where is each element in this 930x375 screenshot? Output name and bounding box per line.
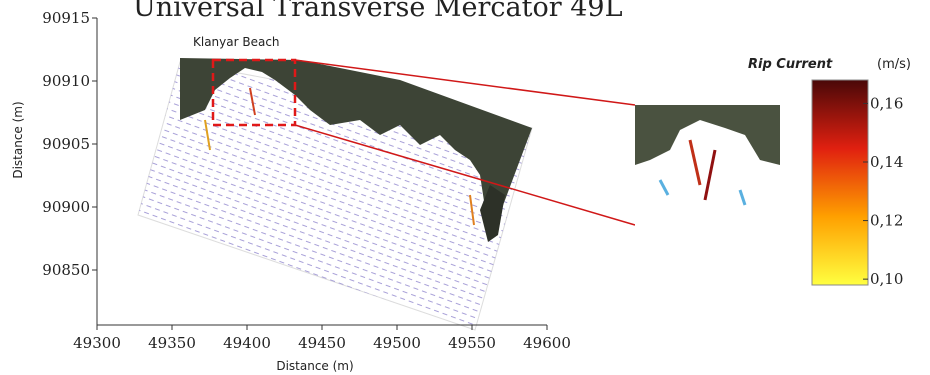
figure: Universal Transverse Mercator 49L Klanya…	[0, 0, 930, 375]
y-tick-label: 90850	[42, 261, 90, 279]
title: Universal Transverse Mercator 49L	[133, 0, 623, 23]
map	[138, 58, 780, 330]
colorbar	[812, 80, 868, 285]
colorbar-title: Rip Current	[748, 57, 833, 72]
y-tick-label: 90910	[42, 72, 90, 90]
y-tick-label: 90900	[42, 198, 90, 216]
x-tick-label: 49550	[448, 334, 496, 352]
annotation: Klanyar Beach	[193, 35, 280, 49]
x-tick-label: 49450	[298, 334, 346, 352]
x-tick-label: 49400	[223, 334, 271, 352]
x-tick-label: 49350	[148, 334, 196, 352]
colorbar-tick-label: 0,10	[870, 270, 903, 288]
colorbar-tick-label: 0,14	[870, 153, 903, 171]
y-axis-label: Distance (m)	[11, 101, 25, 178]
y-tick-label: 90915	[42, 9, 90, 27]
colorbar-tick-label: 0,16	[870, 94, 903, 112]
y-tick-label: 90905	[42, 135, 90, 153]
x-tick-label: 49600	[523, 334, 571, 352]
x-axis-label: Distance (m)	[276, 359, 353, 373]
x-tick-label: 49500	[373, 334, 421, 352]
colorbar-unit: (m/s)	[877, 57, 911, 72]
colorbar-tick-label: 0,12	[870, 212, 903, 230]
x-tick-label: 49300	[73, 334, 121, 352]
